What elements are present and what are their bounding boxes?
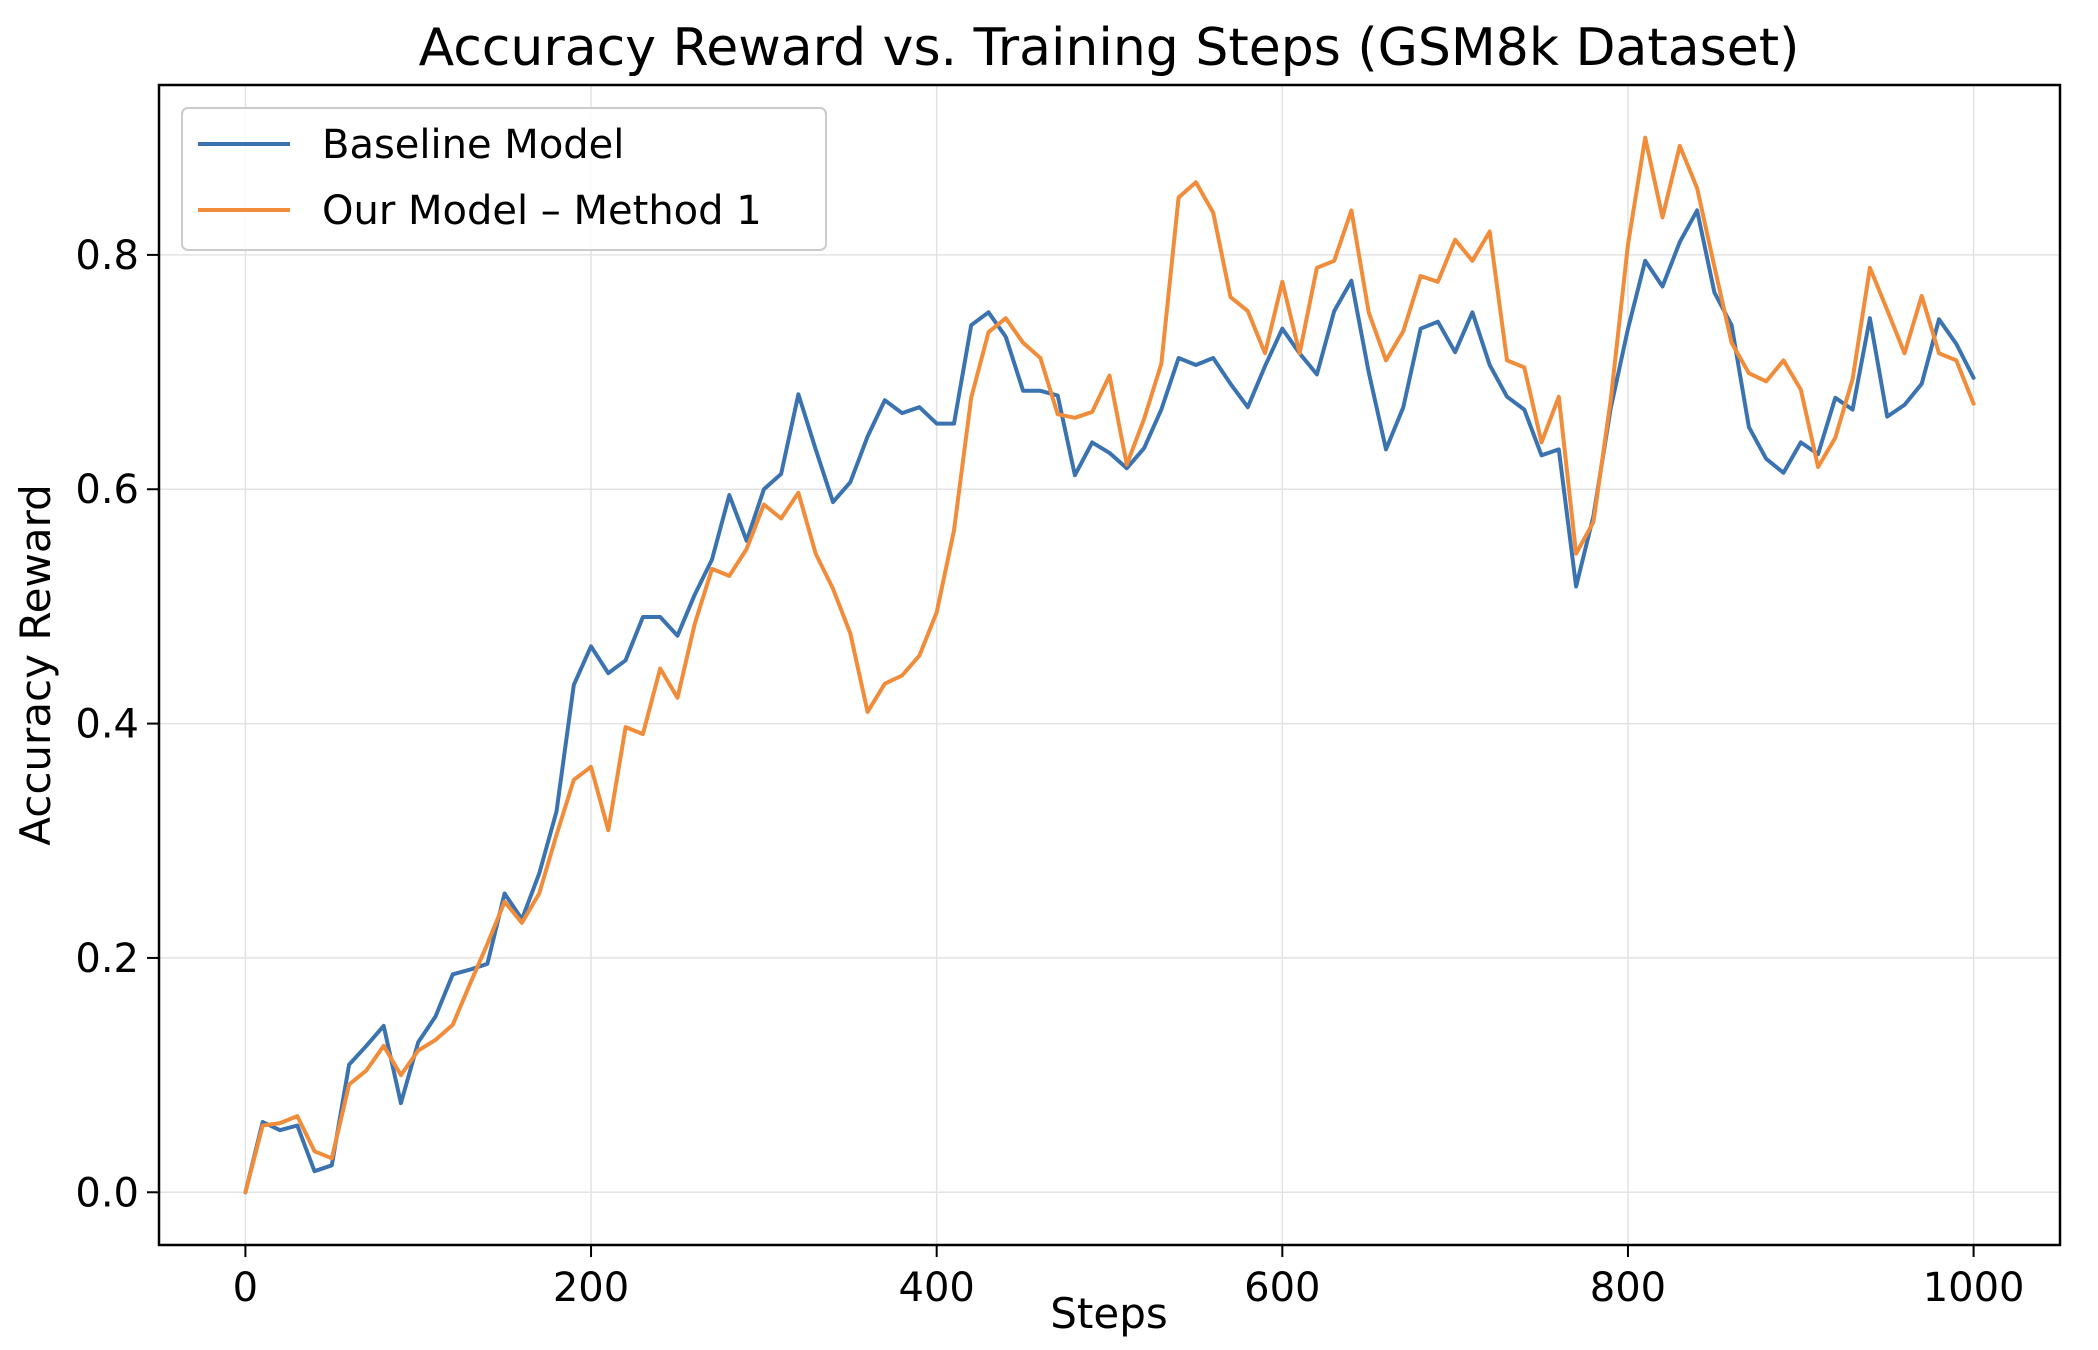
legend-box xyxy=(181,107,827,251)
axis-ticks: 0 200 400 600 800 1000 0.0 0.2 0.4 0.6 0.8 xyxy=(75,233,2024,1311)
x-tick-label: 600 xyxy=(1244,1265,1320,1311)
chart-title: Accuracy Reward vs. Training Steps (GSM8… xyxy=(419,18,1800,78)
y-tick-label: 0.8 xyxy=(75,233,139,279)
series-line-2 xyxy=(243,135,1976,1195)
legend-label: Our Model – Method 1 xyxy=(322,188,762,234)
y-tick-label: 0.0 xyxy=(75,1170,139,1216)
series-line-1 xyxy=(243,208,1976,1195)
y-tick-label: 0.6 xyxy=(75,467,139,513)
x-tick-label: 200 xyxy=(553,1265,629,1311)
y-axis-label: Accuracy Reward xyxy=(11,484,60,846)
x-axis-label: Steps xyxy=(1050,1289,1168,1338)
x-tick-label: 800 xyxy=(1590,1265,1666,1311)
legend-label: Baseline Model xyxy=(322,122,624,168)
y-tick-label: 0.4 xyxy=(75,702,139,748)
plot-area-frame xyxy=(157,83,2062,1247)
grid xyxy=(159,85,2060,1245)
legend: Baseline Model Our Model – Method 1 xyxy=(181,107,827,251)
y-tick-label: 0.2 xyxy=(75,936,139,982)
x-tick-label: 1000 xyxy=(1923,1265,2025,1311)
x-tick-label: 400 xyxy=(899,1265,975,1311)
plot-series xyxy=(243,135,1976,1195)
x-tick-label: 0 xyxy=(233,1265,258,1311)
